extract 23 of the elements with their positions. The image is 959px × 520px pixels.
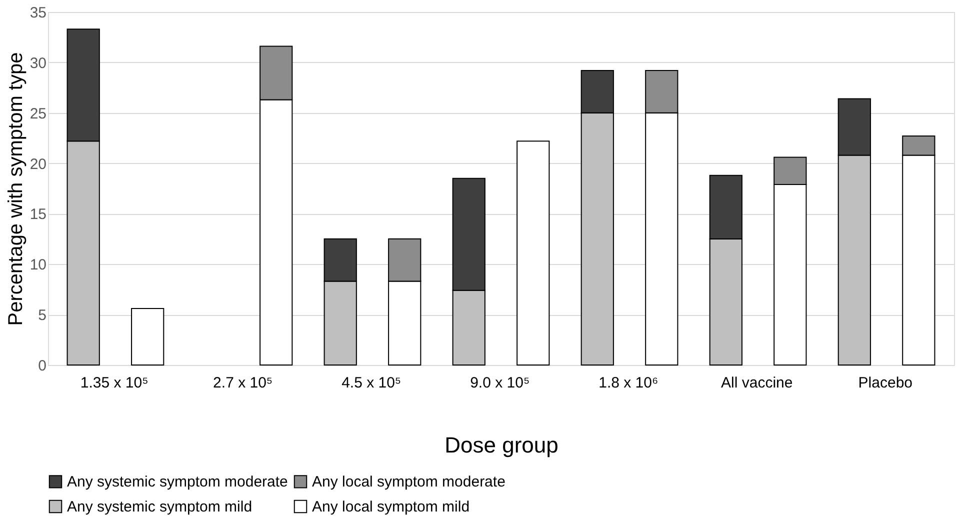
x-tick-label: 1.35 x 10⁵ bbox=[80, 374, 148, 392]
legend-label: Any local symptom mild bbox=[312, 498, 470, 516]
x-tick-label: 4.5 x 10⁵ bbox=[342, 374, 402, 392]
y-tick-label: 30 bbox=[30, 54, 46, 72]
x-tick-label: 9.0 x 10⁵ bbox=[470, 374, 530, 392]
x-tick-label: 2.7 x 10⁵ bbox=[213, 374, 273, 392]
y-tick-label: 35 bbox=[30, 4, 46, 22]
x-tick-label: 1.8 x 10⁶ bbox=[598, 374, 658, 392]
legend-label: Any systemic symptom moderate bbox=[67, 474, 288, 491]
y-tick-label: 20 bbox=[30, 156, 46, 173]
y-axis-title: Percentage with symptom type bbox=[4, 52, 27, 326]
legend-label: Any systemic symptom mild bbox=[67, 498, 252, 516]
bar bbox=[131, 308, 164, 366]
y-tick-label: 25 bbox=[30, 105, 46, 122]
bar bbox=[516, 140, 550, 366]
y-tick-label: 0 bbox=[38, 358, 46, 374]
y-tick-label: 15 bbox=[30, 206, 46, 224]
x-axis-title: Dose group bbox=[444, 432, 558, 458]
y-tick-label: 10 bbox=[30, 256, 46, 274]
x-tick-label: All vaccine bbox=[721, 374, 793, 392]
y-tick-label: 5 bbox=[38, 307, 46, 324]
x-tick-label: Placebo bbox=[858, 374, 913, 392]
legend-label: Any local symptom moderate bbox=[312, 474, 506, 491]
